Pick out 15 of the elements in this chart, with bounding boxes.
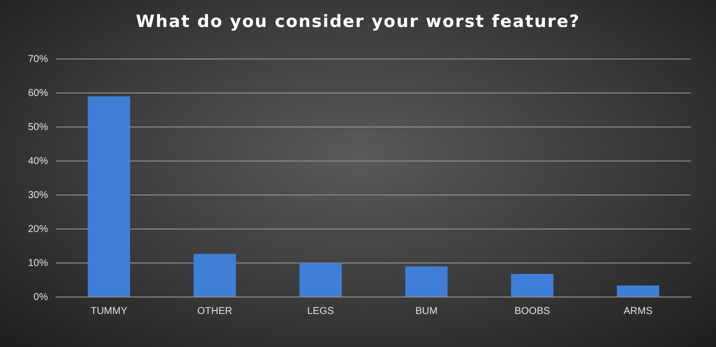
x-tick-label: OTHER <box>197 306 232 317</box>
x-tick-label: BUM <box>415 306 438 317</box>
y-tick-label: 40% <box>28 156 48 167</box>
x-tick-label: TUMMY <box>90 306 128 317</box>
chart-title: What do you consider your worst feature? <box>134 12 582 32</box>
y-tick-label: 30% <box>28 190 48 201</box>
y-tick-label: 70% <box>28 54 48 65</box>
y-tick-label: 10% <box>28 258 48 269</box>
y-tick-label: 20% <box>28 224 48 235</box>
x-tick-label: BOOBS <box>514 306 550 317</box>
y-tick-label: 0% <box>34 292 48 303</box>
x-tick-label: LEGS <box>307 306 334 317</box>
x-tick-label: ARMS <box>624 306 653 317</box>
y-tick-label: 60% <box>28 88 48 99</box>
y-tick-label: 50% <box>28 122 48 133</box>
